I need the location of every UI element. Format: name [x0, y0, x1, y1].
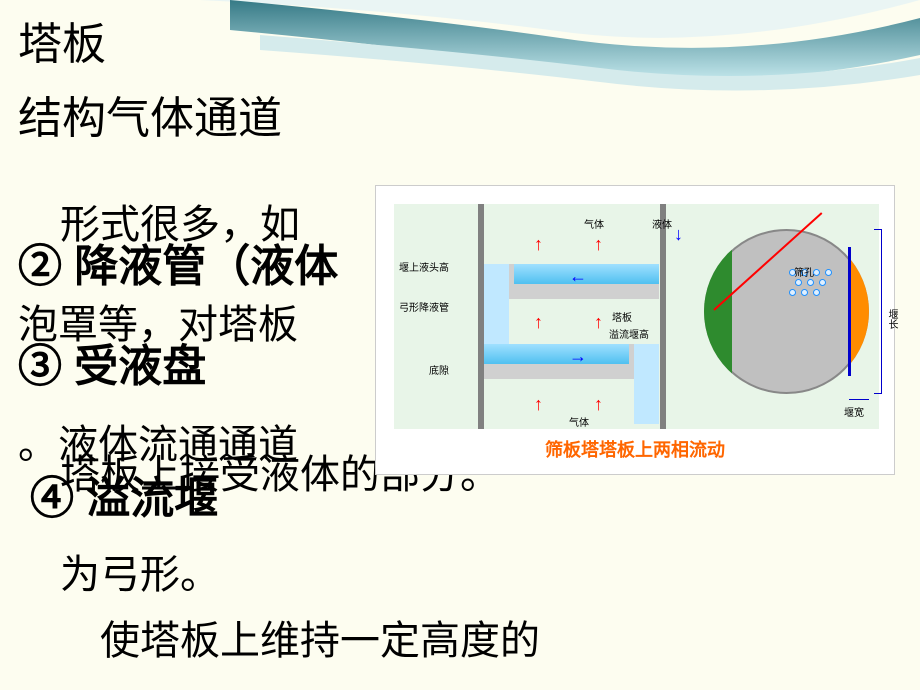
arrow-liquid-down: ↓: [674, 224, 683, 245]
diagram-caption: 筛板塔塔板上两相流动: [376, 436, 894, 462]
label-gas-bottom: 气体: [569, 414, 589, 429]
liquid-lower: [484, 344, 629, 364]
sieve-hole: [795, 279, 802, 286]
label-weir-head: 堰上液头高: [399, 259, 449, 274]
heading-3: ③ 受液盘: [18, 330, 206, 394]
sieve-hole: [825, 269, 832, 276]
arrow-liquid-left-1: ←: [569, 266, 587, 287]
arrow-gas-up-2: ↑: [594, 234, 603, 255]
sieve-hole: [813, 289, 820, 296]
label-weir-length: 堰长: [884, 309, 899, 329]
arrow-gas-up-1: ↑: [534, 234, 543, 255]
label-tray: 塔板: [612, 309, 632, 324]
wall-right: [660, 204, 666, 429]
sieve-hole: [819, 279, 826, 286]
downcomer-left: [484, 264, 509, 344]
sieve-hole: [789, 289, 796, 296]
chord-orange: [704, 229, 869, 394]
label-weir-height: 溢流堰高: [609, 326, 649, 341]
sieve-hole: [807, 279, 814, 286]
circle-diagram: [704, 229, 869, 394]
diagram-container: ↑ ↑ ↑ ↑ ↑ ↑ ← → ↓ 气体 液体 堰上液头高 弓形降液管 塔板 溢…: [375, 185, 895, 475]
label-gas-top: 气体: [584, 216, 604, 231]
arrow-gas-up-5: ↑: [534, 394, 543, 415]
body-line-9: 为弓形。: [60, 542, 220, 600]
tower-section: ↑ ↑ ↑ ↑ ↑ ↑ ← → ↓: [474, 204, 674, 429]
heading-2: ② 降液管（液体: [18, 230, 338, 294]
bracket-length: [874, 229, 882, 394]
downcomer-right: [634, 344, 659, 424]
arrow-gas-up-3: ↑: [534, 312, 543, 333]
label-liquid: 液体: [652, 216, 672, 231]
title-line-2: 结构气体通道: [18, 82, 282, 146]
diagram-inner: ↑ ↑ ↑ ↑ ↑ ↑ ← → ↓ 气体 液体 堰上液头高 弓形降液管 塔板 溢…: [394, 204, 879, 429]
arrow-gas-up-4: ↑: [594, 312, 603, 333]
weir-line: [848, 247, 851, 376]
title-line-1: 塔板: [18, 8, 106, 72]
arrow-liquid-right-1: →: [569, 346, 587, 367]
heading-4: ④ 溢流堰: [30, 462, 218, 526]
arrow-gas-up-6: ↑: [594, 394, 603, 415]
label-clearance: 底隙: [429, 362, 449, 377]
label-sieve-hole: 筛孔: [794, 264, 814, 279]
body-line-10: 使塔板上维持一定高度的: [100, 608, 540, 666]
label-weir-width: 堰宽: [844, 404, 864, 419]
bracket-width-line: [849, 399, 869, 400]
label-segmental-downcomer: 弓形降液管: [399, 299, 449, 314]
sieve-hole: [813, 269, 820, 276]
sieve-hole: [801, 289, 808, 296]
